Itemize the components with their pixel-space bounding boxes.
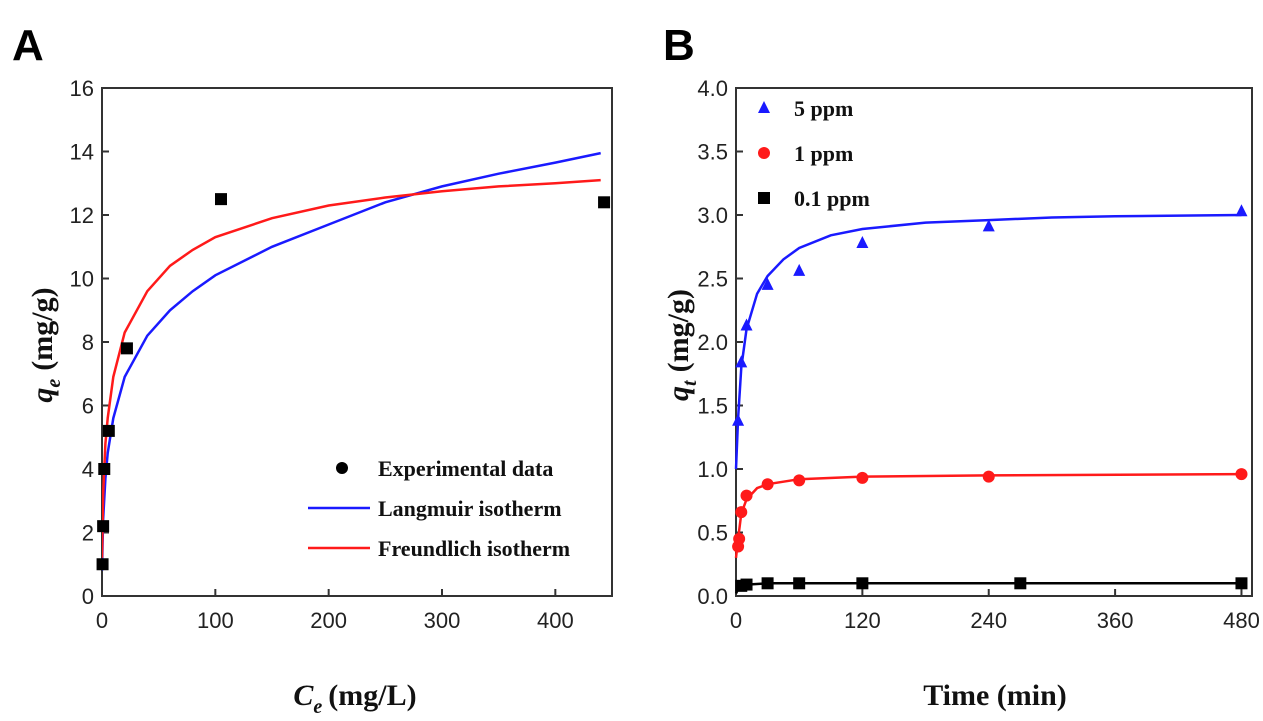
panel-b-data-point [982, 219, 995, 232]
panel-a-ytick-label: 6 [82, 394, 94, 419]
svg-text:qe(mg/g): qe (mg/g) [26, 287, 65, 402]
panel-b-data-point [740, 318, 753, 331]
panel-b-data-point [982, 470, 995, 483]
panel-a-legend-label: Experimental data [378, 456, 553, 481]
panel-b-data-point [793, 577, 806, 590]
panel-a-plot: 0 100 200 300 400 0 2 4 6 8 10 12 14 16 Experimental d… [70, 76, 613, 633]
panel-b-ylabel-symbol: q [662, 386, 695, 401]
panel-a-curve-langmuir-isotherm [102, 151, 601, 571]
panel-a-ytick-label: 2 [82, 521, 94, 546]
panel-b-legend-marker [758, 192, 770, 204]
panel-b-ytick-label: 0.5 [697, 521, 728, 546]
panel-b-xtick-label: 360 [1097, 608, 1134, 633]
panel-a-ylabel-sub: e [43, 379, 65, 388]
panel-a-data-point [120, 342, 133, 355]
panel-a-xlabel-sub: e [313, 696, 322, 718]
panel-b-xlabel: Time (min) [923, 679, 1067, 712]
panel-b-legend-label: 1 ppm [794, 141, 853, 166]
panel-b-fit-5-ppm [734, 213, 1242, 470]
panel-b-xtick-label: 0 [730, 608, 742, 633]
panel-b-ylabel: qt (mg/g) [662, 289, 701, 401]
panel-a-ytick-label: 4 [82, 457, 94, 482]
panel-a-xtick-label: 100 [197, 608, 234, 633]
panel-a-ylabel: qe (mg/g) [26, 287, 65, 402]
panel-b-data-point [733, 532, 746, 545]
panel-b-ytick-label: 1.5 [697, 394, 728, 419]
panel-a-xtick-label: 400 [537, 608, 574, 633]
panel-a-data-point [97, 520, 110, 533]
panel-b-data-point [735, 506, 748, 519]
panel-a-ytick-label: 8 [82, 330, 94, 355]
panel-a-xtick-label: 300 [424, 608, 461, 633]
panel-a-ytick-label: 10 [70, 267, 94, 292]
panel-b-legend-label: 0.1 ppm [794, 186, 870, 211]
panel-b-data-point [856, 235, 869, 248]
panel-b-ytick-label: 3.0 [697, 203, 728, 228]
panel-a-xtick-label: 0 [96, 608, 108, 633]
panel-a-ytick-label: 14 [70, 140, 94, 165]
panel-b-ytick-label: 1.0 [697, 457, 728, 482]
panel-a-legend-marker [336, 462, 348, 474]
svg-text:qt(mg/g): qt (mg/g) [662, 289, 701, 401]
panel-b-xtick-label: 240 [970, 608, 1007, 633]
panel-b-data-point [761, 478, 774, 491]
panel-a-xlabel-unit: (mg/L) [328, 679, 416, 712]
panel-a-data-point [102, 424, 115, 437]
panel-b-data-point [856, 577, 869, 590]
panel-a-ytick-label: 12 [70, 203, 94, 228]
panel-b-data-point [1235, 468, 1248, 481]
panel-a-xlabel-symbol: C [293, 679, 314, 712]
panel-b-data-point [761, 577, 774, 590]
panel-b-data-point [1235, 577, 1248, 590]
panel-b-ytick-label: 0.0 [697, 584, 728, 609]
panel-b-ytick-label: 2.5 [697, 267, 728, 292]
panel-b-data-point [740, 489, 753, 502]
panel-b-ytick-label: 2.0 [697, 330, 728, 355]
panel-b-xtick-label: 480 [1223, 608, 1260, 633]
panel-b-ytick-label: 4.0 [697, 76, 728, 101]
panel-b-data-point [761, 277, 774, 290]
panel-a-xlabel: Ce (mg/L) [293, 679, 416, 718]
panel-a-ytick-label: 16 [70, 76, 94, 101]
panel-a-data-point [598, 196, 611, 209]
panel-b-xtick-label: 120 [844, 608, 881, 633]
panel-b-data-point [793, 263, 806, 276]
panel-b-ylabel-unit: (mg/g) [662, 289, 695, 372]
panel-a-xtick-label: 200 [310, 608, 347, 633]
panel-a-ytick-label: 0 [82, 584, 94, 609]
panel-b-data-point [740, 578, 753, 591]
panel-b-legend-marker [758, 101, 770, 113]
panel-a-legend-label: Langmuir isotherm [378, 496, 562, 521]
panel-b-data-point [1014, 577, 1027, 590]
panel-b-data-point [732, 413, 745, 426]
panel-b-legend-marker [758, 147, 770, 159]
panel-b-legend-label: 5 ppm [794, 96, 853, 121]
panel-b-ylabel-sub: t [679, 379, 701, 386]
panel-b-data-point [1235, 204, 1248, 217]
panel-b-ytick-label: 3.5 [697, 140, 728, 165]
panel-a-data-point [215, 193, 227, 206]
panel-b-fit-1-ppm [734, 472, 1242, 559]
panel-a-legend-label: Freundlich isotherm [378, 536, 570, 561]
panel-a-data-point [98, 463, 111, 475]
panel-a-letter: A [12, 21, 44, 70]
panel-b-data-point [793, 474, 806, 487]
panel-b-data-point [856, 471, 869, 484]
panel-a-ylabel-unit: (mg/g) [26, 287, 59, 370]
panel-b-letter: B [663, 21, 695, 70]
panel-b-data-point [735, 355, 748, 368]
panel-a-ylabel-symbol: q [26, 388, 59, 403]
panel-b-plot: 0 120 240 360 480 0.0 0.5 1.0 1.5 2.0 2.5 3.0 3.5 4.0… [697, 76, 1259, 633]
panel-a-data-point [96, 558, 109, 571]
